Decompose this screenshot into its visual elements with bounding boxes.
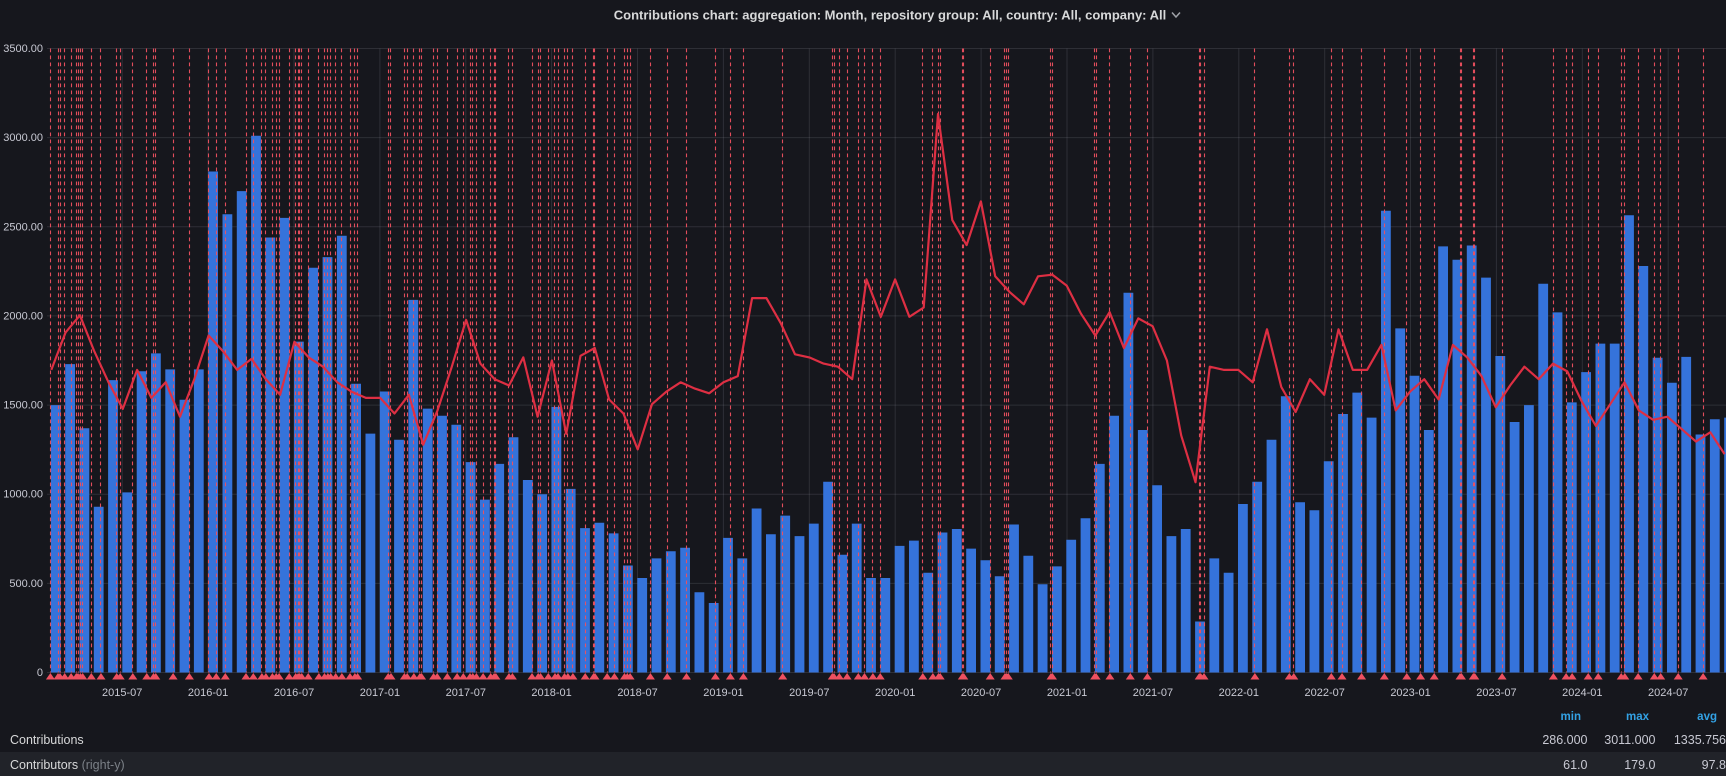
- svg-text:2019-01: 2019-01: [703, 687, 743, 699]
- svg-text:2022-07: 2022-07: [1305, 687, 1345, 699]
- svg-text:97.8: 97.8: [1702, 758, 1726, 772]
- svg-text:1500.00: 1500.00: [3, 400, 43, 412]
- svg-text:Contributions chart: aggregati: Contributions chart: aggregation: Month,…: [614, 8, 1167, 23]
- svg-text:0: 0: [37, 667, 43, 679]
- svg-text:2016-01: 2016-01: [188, 687, 228, 699]
- svg-text:2015-07: 2015-07: [102, 687, 142, 699]
- svg-text:2023-07: 2023-07: [1476, 687, 1516, 699]
- svg-text:2021-07: 2021-07: [1133, 687, 1173, 699]
- svg-text:2020-01: 2020-01: [875, 687, 915, 699]
- svg-text:2019-07: 2019-07: [789, 687, 829, 699]
- svg-text:avg: avg: [1697, 711, 1717, 723]
- svg-text:2021-01: 2021-01: [1047, 687, 1087, 699]
- svg-text:500.00: 500.00: [9, 578, 43, 590]
- svg-text:2024-01: 2024-01: [1562, 687, 1602, 699]
- svg-text:286.000: 286.000: [1542, 733, 1587, 747]
- svg-text:2017-07: 2017-07: [446, 687, 486, 699]
- svg-text:1000.00: 1000.00: [3, 489, 43, 501]
- svg-text:3011.000: 3011.000: [1604, 733, 1655, 747]
- svg-text:3500.00: 3500.00: [3, 43, 43, 55]
- svg-text:2023-01: 2023-01: [1390, 687, 1430, 699]
- svg-text:1335.756: 1335.756: [1674, 733, 1726, 747]
- svg-text:2024-07: 2024-07: [1648, 687, 1688, 699]
- svg-text:2016-07: 2016-07: [274, 687, 314, 699]
- svg-text:2018-07: 2018-07: [617, 687, 657, 699]
- svg-text:min: min: [1561, 711, 1581, 723]
- svg-text:max: max: [1626, 711, 1650, 723]
- svg-text:Contributions: Contributions: [10, 733, 84, 747]
- svg-text:2500.00: 2500.00: [3, 221, 43, 233]
- svg-text:2022-01: 2022-01: [1219, 687, 1259, 699]
- svg-text:179.0: 179.0: [1624, 758, 1655, 772]
- svg-text:2018-01: 2018-01: [531, 687, 571, 699]
- svg-text:3000.00: 3000.00: [3, 132, 43, 144]
- svg-text:61.0: 61.0: [1563, 758, 1587, 772]
- svg-text:2020-07: 2020-07: [961, 687, 1001, 699]
- svg-text:2000.00: 2000.00: [3, 310, 43, 322]
- svg-text:Contributors (right-y): Contributors (right-y): [10, 758, 125, 772]
- svg-text:2017-01: 2017-01: [360, 687, 400, 699]
